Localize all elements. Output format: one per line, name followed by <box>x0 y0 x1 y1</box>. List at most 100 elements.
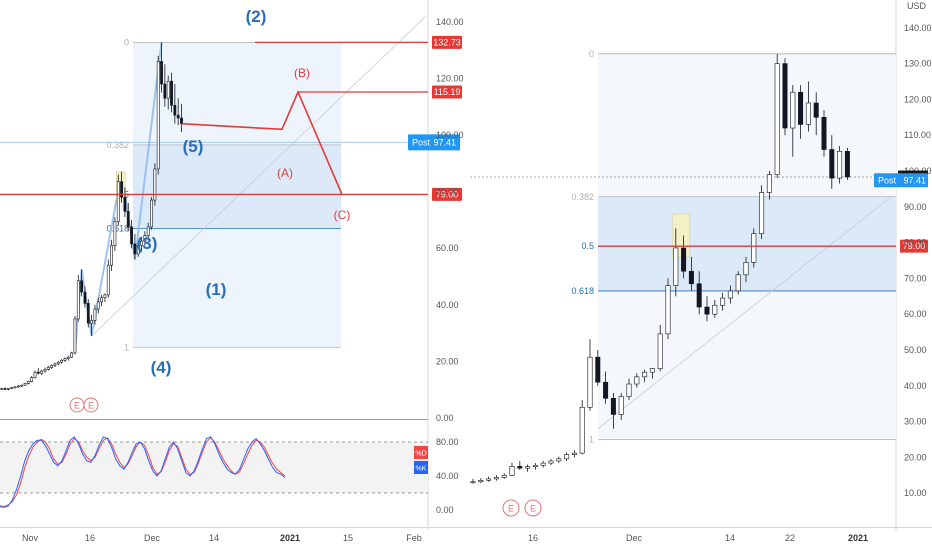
event-marker <box>83 397 99 413</box>
right-time-axis[interactable]: 16 Dec 14 22 2021 <box>528 533 868 543</box>
candle-body <box>696 283 702 308</box>
candle-body <box>805 102 811 125</box>
candle-body <box>63 358 67 361</box>
candle-body <box>603 381 609 399</box>
candle-body <box>150 199 153 228</box>
fib-level-label: 0.5 <box>581 241 594 251</box>
fib-level-label: 0 <box>124 37 129 47</box>
y-tick-label: 140.00 <box>904 23 932 33</box>
candle-body <box>126 211 130 228</box>
candle-body <box>532 464 538 468</box>
left-stochastic-panel[interactable]: 0.00 40.00 80.00 %D %K <box>0 436 459 515</box>
candle-body <box>70 352 74 358</box>
candle-body <box>173 104 177 116</box>
candle-body <box>571 452 577 455</box>
y-tick-label: 80.00 <box>436 187 459 197</box>
candle-body <box>626 383 632 397</box>
y-tick-label: 10.00 <box>904 488 927 498</box>
candle-body <box>470 481 476 484</box>
right-price-chart[interactable]: 0 0.382 0.5 0.618 1 79.00 10.00 20.00 30.00 40.00… <box>470 0 932 530</box>
candle-body <box>46 367 50 370</box>
y-tick-label: 130.00 <box>904 59 932 69</box>
candle-body <box>33 371 37 378</box>
y-tick-label: 50.00 <box>904 345 927 355</box>
candle-body <box>6 387 10 390</box>
candle-body <box>501 474 507 478</box>
candle-body <box>16 385 20 388</box>
left-price-chart[interactable]: 00.3820.50.6181132.73115.1979.00Post97.4… <box>0 0 464 530</box>
candle-body <box>166 80 170 99</box>
post-tag-label: Post <box>412 137 431 147</box>
candle-body <box>53 363 57 366</box>
candle-body <box>665 285 671 335</box>
osc-legend-k-swatch <box>414 461 428 474</box>
y-tick-label: 120.00 <box>904 94 932 104</box>
trend-line <box>597 195 893 430</box>
candle-body <box>727 290 733 299</box>
candle-body <box>146 226 150 236</box>
osc-tick-label: 0.00 <box>436 505 454 515</box>
candle-body <box>712 304 718 315</box>
candle-body <box>681 247 687 272</box>
y-tick-label: 20.00 <box>904 452 927 462</box>
candle-body <box>657 333 663 369</box>
candle-body <box>790 91 796 129</box>
y-tick-label: 0.00 <box>436 413 454 423</box>
osc-legend-d-label: %D <box>415 451 426 458</box>
candle-body <box>40 370 44 374</box>
x-tick-label: 15 <box>343 533 353 543</box>
x-tick-label: 22 <box>785 533 795 543</box>
candle-body <box>743 261 749 276</box>
candle-body <box>844 151 850 178</box>
candle-body <box>43 369 47 372</box>
post-tag <box>408 134 460 151</box>
candle-body <box>56 361 60 365</box>
wave-label: (5) <box>183 137 204 156</box>
x-tick-label: Dec <box>626 533 643 543</box>
candle-body <box>50 365 54 368</box>
post-tag <box>874 173 928 188</box>
candle-body <box>153 168 157 201</box>
candle-body <box>525 466 531 469</box>
candle-body <box>116 181 120 222</box>
candle-body <box>509 466 515 476</box>
x-tick-label: 2021 <box>280 533 300 543</box>
candle-body <box>93 308 97 321</box>
osc-tick-label: 40.00 <box>436 471 459 481</box>
candle-body <box>176 114 180 119</box>
level-tag-label: 132.73 <box>433 37 461 47</box>
osc-series-line <box>0 437 286 508</box>
y-tick-label: 30.00 <box>904 417 927 427</box>
candle-body <box>80 280 84 293</box>
candle-body <box>13 386 17 389</box>
candle-body <box>140 240 143 246</box>
candle-body <box>564 454 570 460</box>
level-tag-label: 79.00 <box>436 189 459 199</box>
level-tag <box>900 239 928 253</box>
candle-body <box>123 196 127 212</box>
candle-body <box>76 280 80 320</box>
candle-body <box>163 83 167 99</box>
candle-body <box>837 151 843 179</box>
level-tag-label: 115.19 <box>434 87 461 97</box>
candle-body <box>26 381 30 384</box>
wave-label: (2) <box>246 7 267 26</box>
level-tag <box>432 187 462 201</box>
candle-body <box>821 117 827 150</box>
fib-level-label: 1 <box>124 342 129 352</box>
y-tick-label: 80.00 <box>904 238 927 248</box>
left-time-axis[interactable]: Nov 16 Dec 14 2021 15 Feb <box>0 527 932 544</box>
y-tick-label: 90.00 <box>904 202 927 212</box>
candle-body <box>86 303 90 324</box>
event-marker-label: E <box>74 401 80 411</box>
fib-level-label: 0 <box>589 49 594 59</box>
event-marker-label: E <box>88 401 94 411</box>
level-tag <box>432 35 462 49</box>
fib-level-label: 0.618 <box>571 286 594 296</box>
candle-body <box>766 174 772 193</box>
candle-body <box>704 306 710 315</box>
candle-body <box>587 356 593 408</box>
candle-body <box>634 376 640 385</box>
candle-body <box>90 320 94 324</box>
